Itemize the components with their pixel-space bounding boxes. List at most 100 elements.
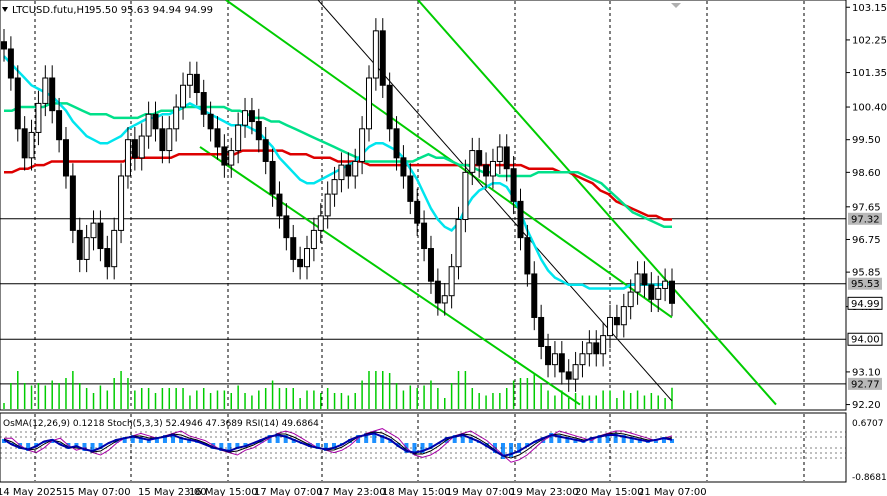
candle-body — [489, 160, 496, 177]
symbol-label: LTCUSD.futu,H1 — [12, 5, 90, 16]
candle-body — [579, 353, 586, 366]
time-axis-label: 20 May 15:00 — [575, 487, 644, 496]
osma-bar — [154, 437, 159, 443]
rsi-line — [3, 431, 672, 459]
osma-bar — [171, 433, 176, 443]
time-axis-label: 15 May 23:00 — [138, 487, 207, 496]
candle-body — [297, 258, 304, 268]
candle-body — [83, 237, 90, 260]
osma-bar — [34, 443, 39, 447]
candle-body — [655, 287, 662, 300]
indicator-header: OsMA(12,26,9) 0.1218 Stoch(5,3,3) 52.494… — [3, 419, 319, 429]
candle-body — [317, 215, 324, 231]
osma-bar — [460, 433, 465, 443]
osma-bar — [380, 435, 385, 443]
candle-body — [228, 150, 235, 166]
time-axis-label: 19 May 07:00 — [446, 487, 515, 496]
candle-body — [414, 200, 421, 224]
price-tag-label: 94.99 — [851, 299, 880, 310]
candle-body — [304, 248, 311, 268]
osma-bar — [235, 443, 240, 449]
candle-body — [483, 164, 490, 177]
candle-body — [372, 30, 379, 79]
candle-body — [62, 139, 69, 177]
candle-body — [607, 316, 614, 337]
osma-bar — [452, 435, 457, 443]
candle-body — [586, 342, 593, 355]
candle-body — [448, 266, 455, 297]
candle-body — [290, 237, 297, 260]
candle-body — [338, 164, 345, 181]
time-axis-label: 19 May 23:00 — [510, 487, 579, 496]
candle-body — [365, 77, 372, 130]
osma-bar — [179, 437, 184, 443]
osma-bar — [420, 443, 425, 453]
candle-body — [310, 229, 317, 250]
osma-bar — [670, 439, 674, 443]
price-tag: 97.32 — [848, 212, 882, 225]
candle-body — [159, 128, 166, 152]
chart-shift-marker[interactable] — [671, 3, 681, 8]
osma-bar — [549, 433, 554, 443]
candle-body — [124, 139, 131, 177]
symbol-menu-icon[interactable] — [2, 7, 8, 12]
candle-body — [545, 346, 552, 366]
indicator-axis-label: 0.6707 — [852, 419, 884, 429]
candle-body — [35, 102, 42, 133]
candle-body — [104, 248, 111, 268]
osma-bar — [372, 431, 377, 443]
osma-bar — [621, 435, 626, 443]
price-tick-label: 95.85 — [852, 268, 881, 279]
osma-bar — [26, 443, 31, 451]
price-tag-label: 92.77 — [851, 379, 880, 390]
osma-bar — [613, 433, 618, 443]
candle-body — [28, 131, 35, 159]
price-tag-box — [848, 377, 882, 390]
osma-bar — [146, 439, 151, 443]
candle-body — [111, 229, 118, 268]
candle-body — [503, 146, 510, 170]
price-tag-label: 94.00 — [851, 335, 880, 346]
osma-bar — [98, 443, 103, 449]
osma-bar — [219, 443, 224, 451]
price-tag: 95.53 — [848, 277, 882, 290]
indicator-axis-label: -0.8681 — [852, 473, 887, 483]
price-tag-box — [847, 296, 883, 310]
channel-mid-line — [417, 0, 777, 406]
osma-bar — [82, 443, 87, 451]
osma-bar — [509, 443, 514, 457]
osma-bar — [500, 443, 505, 459]
price-tag-label: 97.32 — [851, 214, 880, 225]
main-plot-frame — [0, 0, 847, 411]
time-axis-label: 17 May 07:00 — [254, 487, 323, 496]
candle-body — [173, 106, 180, 130]
candle-body — [469, 150, 476, 173]
candle-body — [641, 273, 648, 286]
osma-bar — [557, 435, 562, 443]
candle-body — [538, 316, 545, 348]
candle-body — [235, 124, 242, 152]
osma-bar — [138, 437, 143, 443]
time-axis-label: 15 May 07:00 — [62, 487, 131, 496]
price-tick-label: 99.50 — [852, 135, 881, 146]
osma-bar — [637, 439, 642, 443]
candle-body — [166, 128, 173, 152]
candle-body — [7, 48, 14, 79]
candle-body — [145, 113, 152, 137]
osma-bar — [74, 443, 79, 447]
osma-bar — [227, 443, 232, 453]
candle-body — [565, 371, 572, 380]
osma-bar — [597, 435, 602, 443]
osma-bar — [187, 439, 192, 443]
candle-body — [118, 175, 125, 231]
time-axis-label: 14 May 2025 — [0, 487, 62, 496]
osma-bar — [122, 437, 127, 443]
price-tick-label: 92.20 — [852, 400, 881, 411]
candle-body — [407, 175, 414, 202]
osma-bar — [412, 443, 417, 455]
candle-body — [331, 179, 338, 195]
candle-body — [345, 164, 352, 177]
time-axis-label: 16 May 15:00 — [189, 487, 258, 496]
stoch-signal-line — [4, 428, 673, 463]
